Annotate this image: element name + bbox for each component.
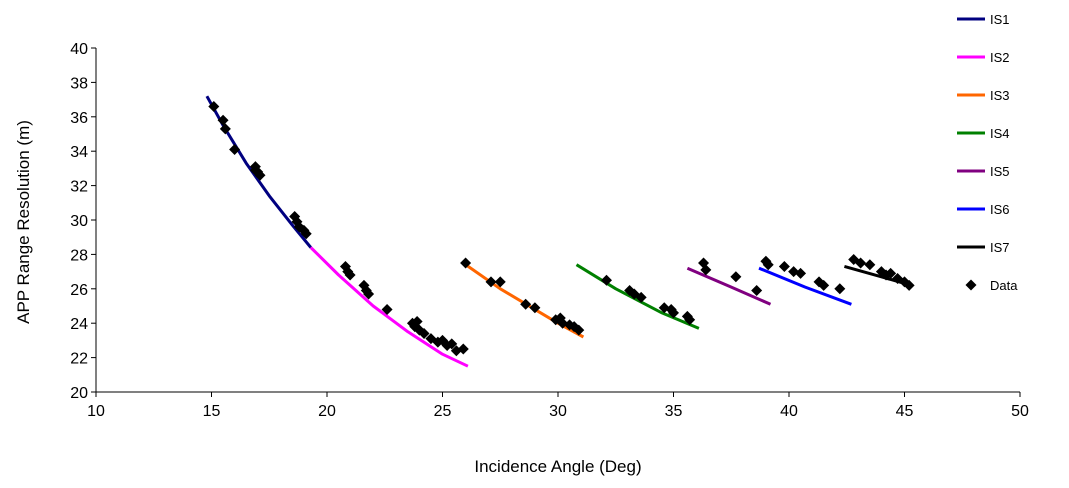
y-tick-label: 28 [70, 247, 88, 264]
x-tick-label: 45 [896, 403, 914, 420]
x-tick-label: 35 [665, 403, 683, 420]
x-axis-title: Incidence Angle (Deg) [474, 457, 641, 476]
series-line-is2 [309, 246, 469, 368]
data-point [208, 100, 220, 112]
x-tick-label: 30 [549, 403, 567, 420]
legend-swatch-data [965, 279, 977, 291]
data-point [529, 302, 541, 314]
series-line-is4 [575, 263, 700, 330]
data-point [229, 143, 241, 155]
data-point [778, 260, 790, 272]
data-point [903, 279, 915, 291]
x-tick-label: 25 [434, 403, 452, 420]
data-point [446, 338, 458, 350]
data-point [864, 259, 876, 271]
legend-label: IS2 [990, 50, 1010, 65]
data-point [668, 307, 679, 319]
series-lines [205, 95, 912, 368]
y-tick-label: 20 [70, 385, 88, 402]
legend-label: IS4 [990, 126, 1010, 141]
x-tick-label: 40 [780, 403, 798, 420]
data-point [344, 269, 356, 281]
data-point [520, 298, 532, 310]
legend-label: IS7 [990, 240, 1010, 255]
series-line-is5 [686, 266, 772, 306]
data-point [219, 123, 231, 135]
y-axis-title: APP Range Resolution (m) [14, 120, 33, 324]
axes: 20 22 24 26 28 30 32 34 36 38 40 10 15 20 25 30 35 40 45 50 [70, 41, 1029, 420]
y-tick-label: 40 [70, 41, 88, 58]
data-point [418, 328, 430, 340]
legend: IS1 IS2 IS3 IS4 IS5 IS6 IS7 Data [957, 12, 1018, 293]
data-point [730, 271, 742, 283]
data-points [208, 100, 915, 357]
data-point [363, 288, 375, 300]
data-point [381, 303, 393, 315]
data-point [751, 285, 763, 297]
y-tick-label: 26 [70, 282, 88, 299]
data-point [460, 257, 472, 269]
data-point [217, 114, 229, 126]
data-point [601, 274, 613, 286]
x-tick-label: 10 [87, 403, 105, 420]
data-point [762, 259, 774, 271]
data-point [635, 291, 647, 303]
data-point [485, 276, 497, 288]
y-tick-label: 22 [70, 351, 88, 368]
y-tick-label: 30 [70, 213, 88, 230]
x-tick-label: 50 [1011, 403, 1029, 420]
data-point [818, 279, 830, 291]
legend-label: IS3 [990, 88, 1010, 103]
data-point [573, 324, 585, 336]
legend-label: IS1 [990, 12, 1010, 27]
y-tick-label: 32 [70, 179, 88, 196]
y-tick-label: 38 [70, 75, 88, 92]
y-tick-label: 34 [70, 144, 88, 161]
data-point [834, 283, 846, 295]
legend-label: IS5 [990, 164, 1010, 179]
y-tick-label: 36 [70, 110, 88, 127]
data-point [494, 276, 506, 288]
data-point [885, 267, 897, 279]
y-tick-label: 24 [70, 316, 88, 333]
data-point [795, 267, 807, 279]
legend-label: Data [990, 278, 1018, 293]
data-point [457, 343, 469, 355]
x-tick-label: 20 [318, 403, 336, 420]
data-point [300, 228, 312, 240]
data-point [700, 264, 712, 276]
x-tick-label: 15 [203, 403, 221, 420]
legend-label: IS6 [990, 202, 1010, 217]
data-point [855, 257, 867, 269]
data-point [684, 314, 696, 326]
data-point [249, 164, 261, 176]
series-line-is6 [758, 266, 852, 306]
data-point [411, 315, 423, 327]
